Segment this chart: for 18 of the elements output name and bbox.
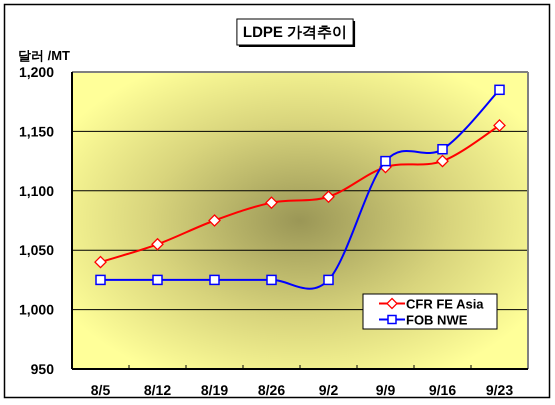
y-tick-label: 1,100 [18,182,54,199]
y-tick-label: 1,000 [18,302,54,318]
legend-label: CFR FE Asia [406,296,484,312]
y-tick-label: 1,050 [18,242,54,258]
legend-label: FOB NWE [406,312,468,328]
x-tick-label: 8/26 [258,382,286,398]
x-tick-label: 9/2 [318,382,338,398]
x-tick-label: 8/19 [200,382,228,398]
y-tick-label: 1,200 [18,64,54,80]
x-tick-label: 9/16 [428,382,456,398]
x-tick-label: 9/23 [486,382,514,398]
y-tick-label: 1,150 [18,123,54,140]
x-tick-label: 9/9 [376,382,396,398]
y-axis-title: 달러 /MT [18,48,70,63]
x-tick-label: 8/12 [144,382,172,398]
y-tick-label: 950 [30,361,54,377]
title: LDPE 가격추이 [242,24,348,41]
x-tick-label: 8/5 [90,382,110,398]
